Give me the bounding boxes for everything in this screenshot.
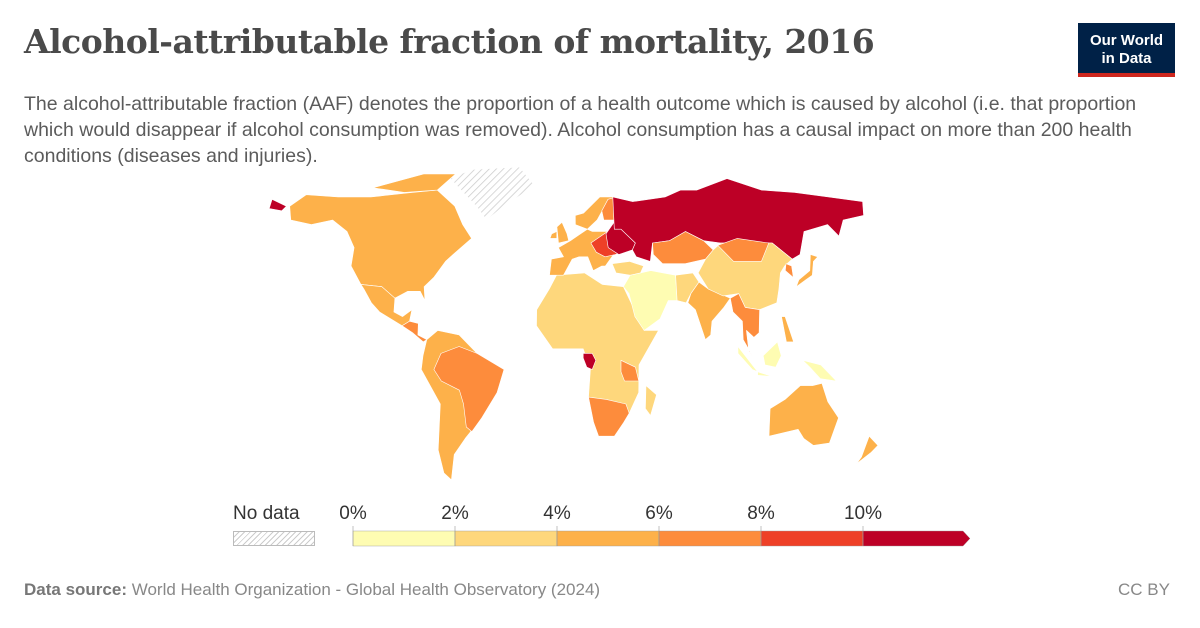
region-russia[interactable] (612, 178, 864, 262)
region-russia[interactable] (268, 199, 287, 212)
region-mexico[interactable] (360, 284, 413, 327)
region-north-america-usa-canada-[interactable] (289, 189, 472, 301)
region-sub-saharan-africa[interactable] (536, 272, 659, 437)
data-source-label: Data source: (24, 580, 127, 599)
legend-bin-0-2%[interactable] (352, 530, 456, 547)
region-southeast-asia[interactable] (729, 293, 760, 357)
region-greenland[interactable] (449, 166, 536, 221)
logo-line-1: Our World (1089, 32, 1164, 49)
legend-tick-label: 0% (339, 503, 367, 524)
legend-tick-label: 4% (543, 503, 571, 524)
region-gabon-congo[interactable] (582, 353, 597, 370)
legend-no-data-label: No data (233, 503, 300, 524)
legend-tick-label: 8% (747, 503, 775, 524)
region-philippines[interactable] (781, 316, 794, 343)
legend-bin->10%[interactable] (862, 530, 971, 547)
region-japan[interactable] (795, 254, 819, 288)
legend-bin-4-6%[interactable] (556, 530, 660, 547)
data-source: Data source: World Health Organization -… (24, 580, 600, 600)
legend-bin-6-8%[interactable] (658, 530, 762, 547)
region-north-america-usa-canada-[interactable] (372, 173, 456, 193)
region-indonesia-new-guinea[interactable] (757, 371, 773, 377)
chart-subtitle: The alcohol-attributable fraction (AAF) … (24, 93, 1137, 167)
region-new-zealand[interactable] (856, 435, 879, 465)
legend-tick-label: 2% (441, 503, 469, 524)
legend-color-bar (352, 526, 971, 547)
region-western-europe[interactable] (556, 222, 570, 244)
region-western-europe[interactable] (549, 231, 558, 239)
legend-bin-8-10%[interactable] (760, 530, 864, 547)
region-india[interactable] (687, 281, 731, 340)
legend-tick-label: 10% (843, 503, 883, 524)
legend-bin-2-4%[interactable] (454, 530, 558, 547)
region-tanzania[interactable] (620, 359, 640, 382)
region-mongolia[interactable] (717, 238, 770, 262)
owid-logo[interactable]: Our World in Data (1078, 23, 1175, 77)
region-indonesia-new-guinea[interactable] (802, 359, 837, 382)
legend-tick-label: 6% (645, 503, 673, 524)
region-indonesia-new-guinea[interactable] (737, 341, 782, 373)
legend-no-data-swatch[interactable] (233, 531, 315, 546)
region-turkey[interactable] (611, 261, 644, 276)
region-australia[interactable] (768, 382, 839, 446)
region-madagascar[interactable] (645, 385, 657, 416)
region-korea[interactable] (784, 263, 794, 278)
region-brazil[interactable] (433, 346, 505, 432)
region-southern-africa[interactable] (588, 396, 630, 437)
chart-title: Alcohol-attributable fraction of mortali… (24, 22, 875, 61)
region-central-america[interactable] (401, 320, 428, 343)
data-source-text[interactable]: World Health Organization - Global Healt… (131, 580, 601, 599)
map-regions (268, 166, 879, 481)
logo-line-2: in Data (1101, 50, 1152, 67)
license[interactable]: CC BY (1118, 580, 1170, 599)
